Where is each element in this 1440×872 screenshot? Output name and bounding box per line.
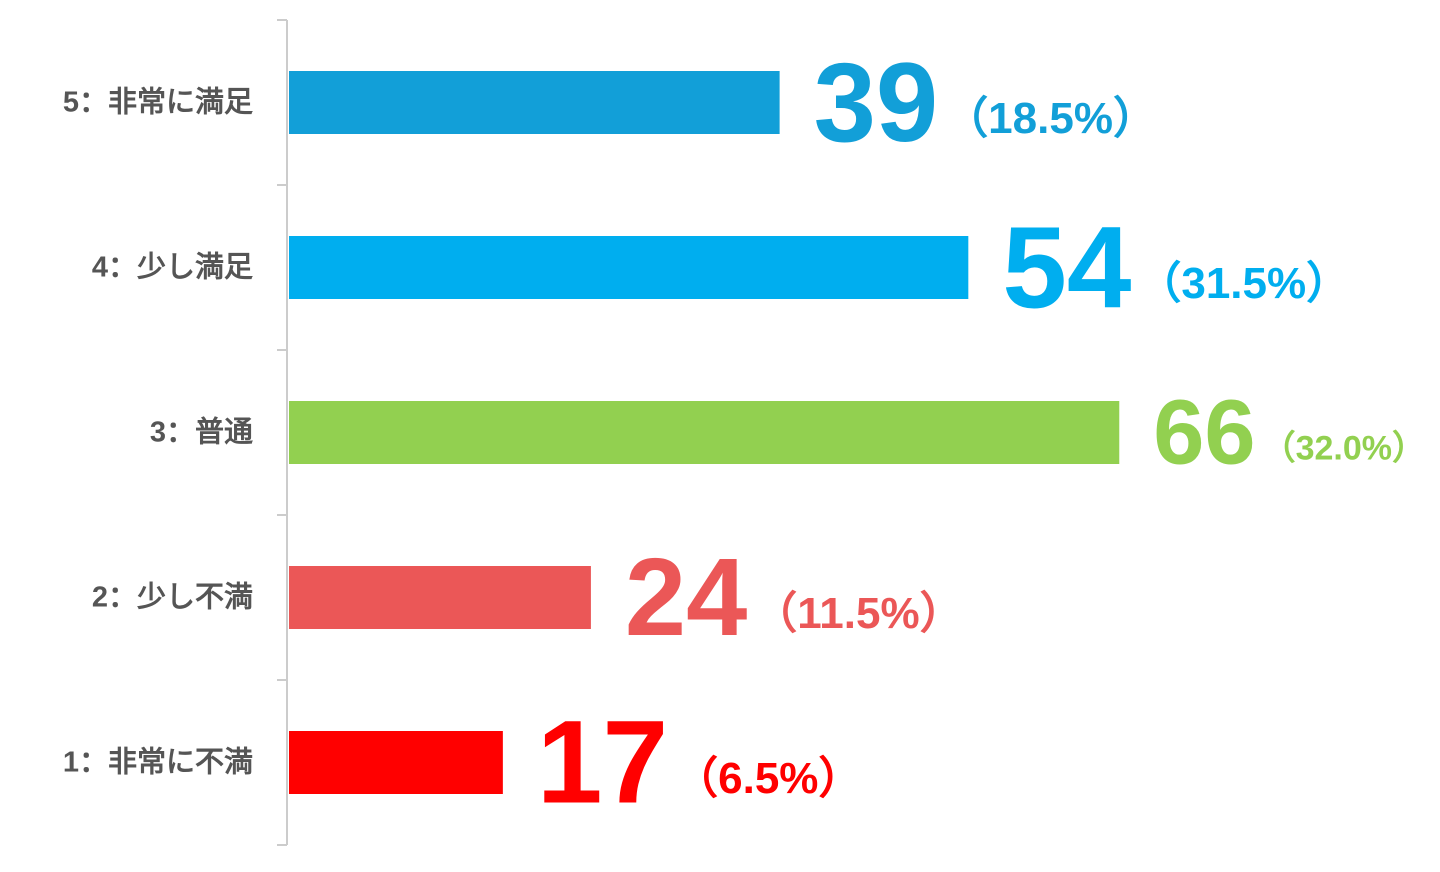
- category-label: 1：非常に不満: [63, 746, 253, 779]
- category-label: 2：少し不満: [92, 581, 253, 614]
- bar: [289, 71, 780, 134]
- category-label: 5：非常に満足: [63, 86, 253, 119]
- value-label: 54: [1002, 203, 1131, 333]
- value-label: 39: [814, 40, 939, 165]
- value-label: 24: [625, 536, 747, 659]
- bar: [289, 401, 1120, 464]
- bar: [289, 566, 591, 629]
- bar: [289, 236, 969, 299]
- bar: [289, 731, 503, 794]
- value-label: 66: [1153, 382, 1255, 484]
- percent-label: （6.5%）: [674, 754, 862, 803]
- category-label: 3：普通: [150, 416, 253, 449]
- percent-label: （18.5%）: [944, 94, 1157, 143]
- percent-label: （32.0%）: [1262, 429, 1426, 468]
- category-label: 4：少し満足: [92, 251, 253, 284]
- percent-label: （31.5%）: [1137, 259, 1350, 308]
- percent-label: （11.5%）: [753, 589, 963, 638]
- value-label: 17: [537, 697, 668, 829]
